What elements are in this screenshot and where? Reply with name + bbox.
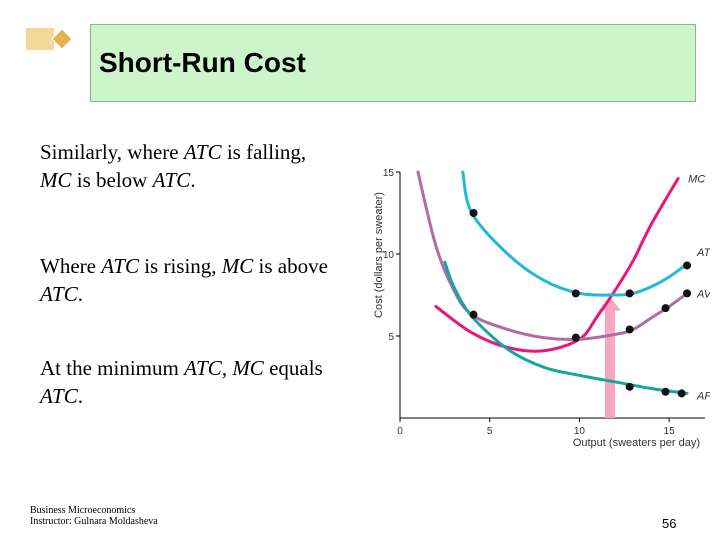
avc-point	[625, 325, 634, 334]
atc-point	[469, 209, 478, 217]
avc-point	[683, 289, 692, 298]
text-run: At the minimum	[40, 356, 185, 380]
mc-label: MC	[688, 174, 705, 186]
text-run: is above	[253, 254, 328, 278]
text-run: ATC	[183, 140, 222, 164]
mc-curve	[434, 177, 680, 353]
x-axis-label: Output (sweaters per day)	[573, 437, 700, 449]
text-run: .	[77, 282, 83, 306]
atc-curve	[461, 170, 689, 297]
afc-point	[677, 389, 686, 398]
text-run: .	[77, 384, 83, 408]
page-number: 56	[662, 516, 677, 531]
x-tick-label: 15	[664, 426, 676, 437]
title-banner: Short-Run Cost	[90, 24, 696, 102]
text-run: MC	[40, 168, 72, 192]
x-tick-label: 0	[397, 426, 403, 437]
y-axis-label: Cost (dollars per sweater)	[373, 192, 385, 318]
text-run: is below	[71, 168, 153, 192]
paragraph-atc-falling: Similarly, where ATC is falling, MC is b…	[40, 138, 340, 194]
x-tick-label: 5	[487, 426, 493, 437]
atc-point	[571, 289, 580, 298]
paragraph-minimum-atc: At the minimum ATC, MC equals ATC.	[40, 354, 340, 410]
text-run: equals	[263, 356, 323, 380]
text-run: Similarly, where	[40, 140, 184, 164]
afc-point	[661, 387, 670, 396]
y-tick-label: 10	[383, 250, 395, 261]
y-tick-label: 5	[388, 332, 394, 343]
mc-point	[571, 333, 580, 342]
afc-label: AFC	[696, 390, 710, 402]
text-run: ATC	[40, 384, 78, 408]
text-run: ATC	[40, 282, 78, 306]
text-run: is falling,	[221, 140, 307, 164]
footer-course: Business Microeconomics	[30, 505, 136, 516]
atc-point	[683, 261, 692, 270]
text-run: Where	[40, 254, 102, 278]
avc-point	[469, 310, 478, 319]
minimum-atc-arrow-shaft	[604, 308, 615, 418]
footer-instructor: Instructor: Gulnara Moldasheva	[30, 516, 158, 527]
x-tick-label: 10	[574, 426, 586, 437]
slide-title: Short-Run Cost	[99, 47, 306, 78]
y-tick-label: 15	[383, 168, 395, 179]
text-run: ATC	[101, 254, 139, 278]
text-run: .	[190, 168, 196, 192]
afc-point	[625, 382, 634, 391]
text-run: ATC	[152, 168, 191, 192]
avc-label: AVC	[696, 288, 710, 300]
avc-curve	[416, 170, 689, 341]
text-run: ATC	[184, 356, 222, 380]
atc-label: ATC	[696, 247, 710, 259]
text-run: MC	[221, 254, 254, 278]
text-run: ,	[221, 356, 233, 380]
atc-point	[625, 289, 634, 298]
text-run: MC	[232, 356, 264, 380]
slide-corner-ornament	[26, 28, 73, 50]
text-run: is rising,	[138, 254, 222, 278]
footer-credits: Business Microeconomics Instructor: Guln…	[30, 505, 158, 527]
paragraph-atc-rising: Where ATC is rising, MC is above ATC.	[40, 252, 340, 308]
afc-curve	[443, 260, 689, 395]
avc-point	[661, 304, 670, 313]
